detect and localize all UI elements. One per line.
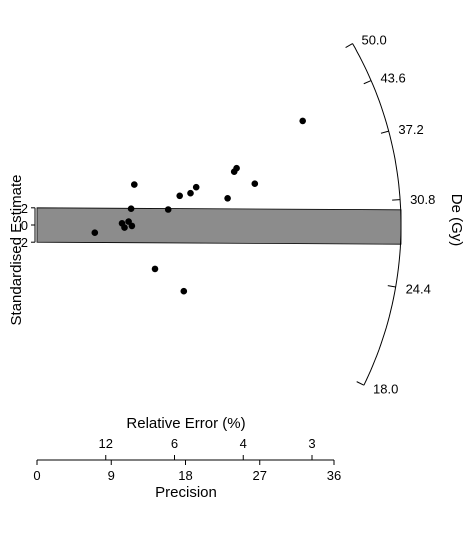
- data-point: [121, 224, 128, 231]
- de-tick-label: 18.0: [373, 382, 398, 397]
- data-point: [151, 265, 159, 273]
- data-point: [180, 287, 188, 295]
- de-tick: [392, 199, 401, 201]
- de-tick: [345, 43, 353, 48]
- de-tick: [387, 285, 396, 288]
- data-point: [128, 222, 136, 230]
- relative-error-tick-label: 6: [171, 436, 178, 451]
- precision-label: Precision: [155, 484, 217, 501]
- de-axis-label: De (Gy): [448, 194, 465, 247]
- data-point: [187, 189, 194, 197]
- data-point: [127, 205, 135, 212]
- relative-error-tick-label: 12: [99, 436, 113, 451]
- de-tick-label: 43.6: [380, 70, 405, 85]
- y-tick-label: 0: [21, 218, 28, 233]
- precision-tick-label: 9: [108, 468, 115, 483]
- de-tick-label: 24.4: [406, 281, 431, 296]
- data-point: [131, 181, 138, 188]
- y-tick-label: -2: [16, 235, 28, 250]
- y-axis-label: Standardised Estimate: [8, 175, 25, 326]
- de-tick: [363, 80, 372, 85]
- de-tick-label: 37.2: [398, 122, 423, 137]
- relative-error-ticks: 12 6 4 3: [99, 436, 316, 460]
- data-point: [233, 164, 240, 172]
- data-point: [299, 117, 307, 125]
- data-point: [251, 180, 259, 187]
- precision-tick-label: 27: [253, 468, 267, 483]
- precision-tick-label: 0: [33, 468, 40, 483]
- data-point: [176, 192, 183, 200]
- y-tick-label: 2: [21, 201, 28, 216]
- data-points: [91, 117, 307, 295]
- precision-ticks: 0 9 18 27 36: [33, 460, 341, 483]
- de-tick: [356, 381, 365, 386]
- two-sigma-band: [36, 207, 402, 245]
- de-arc-axis: [352, 43, 402, 386]
- de-tick: [380, 130, 389, 134]
- de-tick-label: 50.0: [361, 33, 386, 48]
- relative-error-tick-label: 4: [240, 436, 247, 451]
- data-point: [164, 206, 172, 213]
- precision-tick-label: 36: [327, 468, 341, 483]
- y-ticks: 2 0 -2: [16, 201, 35, 250]
- relative-error-label: Relative Error (%): [126, 415, 245, 432]
- de-tick-label: 30.8: [410, 192, 435, 207]
- data-point: [91, 229, 99, 236]
- de-ticks: 18.0 24.4 30.8 37.2 43.6 50.0: [345, 33, 435, 397]
- data-point: [224, 195, 231, 202]
- data-point: [192, 183, 200, 191]
- precision-tick-label: 18: [178, 468, 192, 483]
- relative-error-tick-label: 3: [308, 436, 315, 451]
